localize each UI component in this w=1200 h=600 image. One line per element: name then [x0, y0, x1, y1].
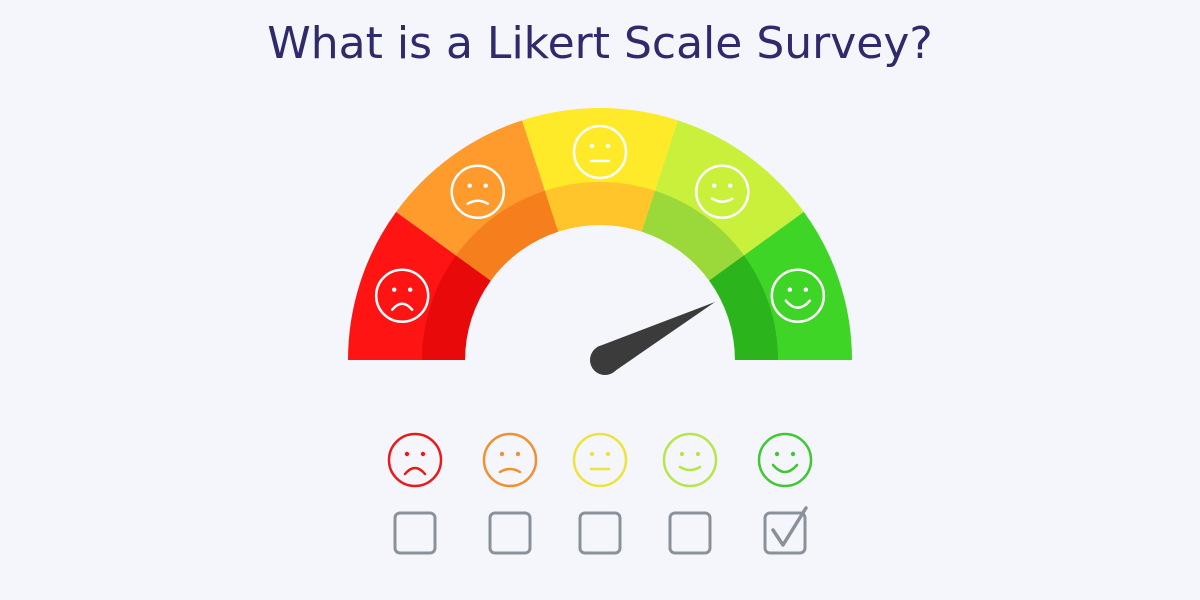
face-eye [712, 183, 717, 188]
face-eye [695, 451, 701, 457]
face [387, 432, 443, 488]
face-eye [499, 451, 505, 457]
face [450, 164, 505, 219]
face [757, 432, 813, 488]
face-eye [483, 183, 488, 188]
face-outline [482, 432, 538, 488]
face [482, 432, 538, 488]
face-eye [407, 287, 413, 292]
checkmark [771, 506, 808, 547]
gauge-inner-band [709, 255, 778, 360]
face-mouth [678, 465, 702, 472]
face-eye [605, 143, 611, 149]
face-eye [391, 287, 397, 292]
face-eye [589, 143, 595, 149]
face-outline [387, 432, 443, 488]
face-eye [589, 451, 595, 457]
face [572, 432, 628, 488]
face [662, 432, 718, 488]
face-eye [787, 287, 793, 292]
face-mouth [390, 302, 414, 311]
face-eye [790, 451, 796, 457]
face-eye [420, 451, 426, 457]
face-eye [515, 451, 521, 457]
needle-hub [590, 345, 620, 375]
face-eye [728, 183, 733, 188]
needle [590, 302, 715, 375]
face-outline [662, 432, 718, 488]
checkbox[interactable] [488, 511, 532, 555]
face-eye [679, 451, 685, 457]
face-eye [803, 287, 809, 292]
face-eye [605, 451, 611, 457]
face [695, 164, 750, 219]
gauge-inner-band [641, 190, 745, 281]
checkbox[interactable] [763, 511, 807, 555]
face-mouth [466, 199, 489, 205]
gauge-inner-band [422, 255, 491, 360]
title: What is a Likert Scale Survey? [267, 18, 933, 69]
face-mouth [771, 463, 799, 474]
face-eye [467, 183, 472, 188]
face-outline [770, 268, 826, 323]
face-outline [450, 164, 505, 219]
face [770, 268, 826, 323]
face-outline [757, 432, 813, 488]
checkbox[interactable] [668, 511, 712, 555]
face-outline [572, 432, 628, 488]
face-mouth [784, 299, 812, 309]
face [374, 268, 430, 323]
face-outline [695, 164, 750, 219]
face-outline [572, 124, 628, 180]
face-outline [374, 268, 430, 323]
face-mouth [403, 466, 427, 476]
gauge-inner-band [455, 190, 559, 281]
face-eye [404, 451, 410, 457]
needle-pointer [597, 302, 715, 373]
face-eye [774, 451, 780, 457]
gauge-inner-band [544, 182, 656, 232]
checkbox[interactable] [393, 511, 437, 555]
face [572, 124, 628, 180]
face-mouth [498, 467, 522, 474]
face-mouth [711, 197, 734, 203]
checkbox[interactable] [578, 511, 622, 555]
